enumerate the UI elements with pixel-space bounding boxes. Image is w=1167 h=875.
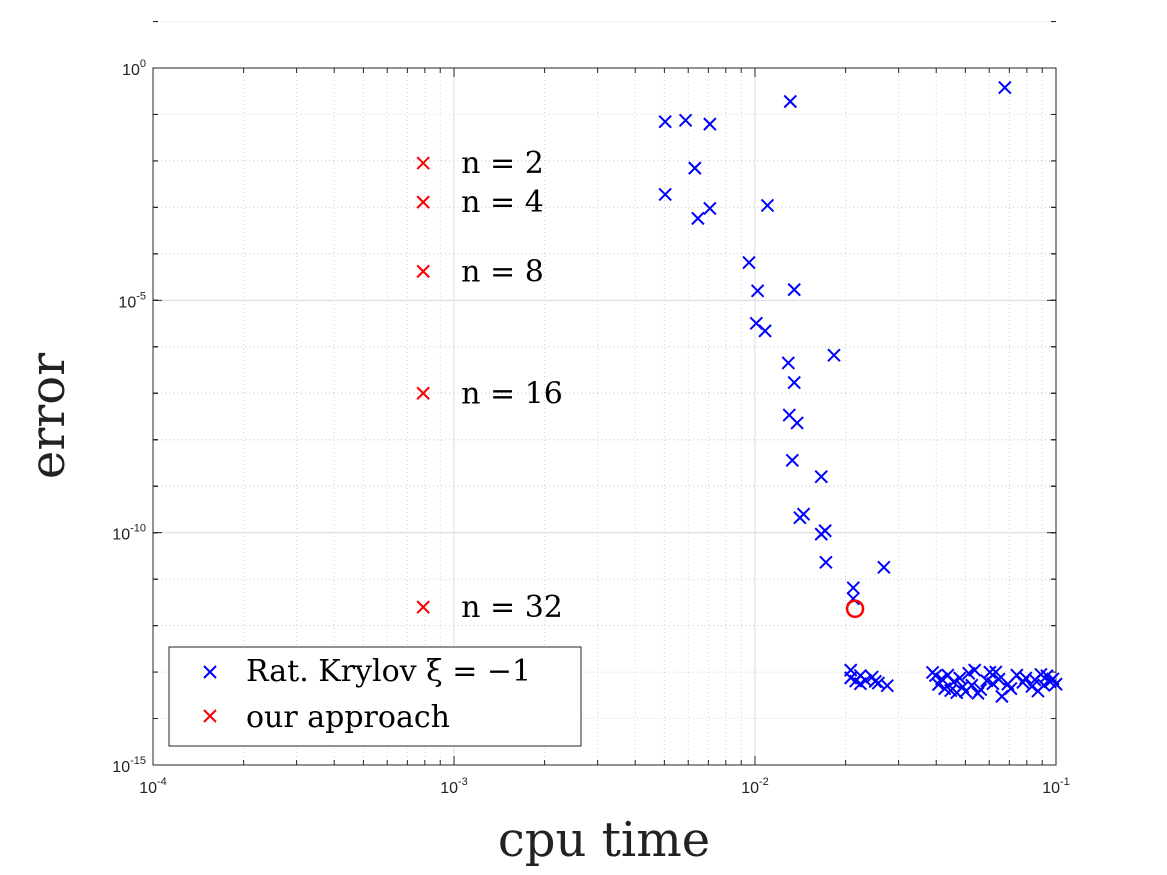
our-approach-label: n = 16 xyxy=(461,376,563,411)
tick-marks xyxy=(152,21,1057,766)
rat-krylov-point xyxy=(953,671,967,685)
rat-krylov-point xyxy=(760,198,775,213)
rat-krylov-point xyxy=(877,560,891,574)
legend: Rat. Krylov ξ = −1 our approach xyxy=(168,646,582,747)
rat-krylov-point xyxy=(818,524,832,538)
our-approach-point xyxy=(416,156,430,170)
our-approach-point xyxy=(416,600,430,614)
y-tick-labels: 100 10-5 10-10 10-15 xyxy=(112,58,146,776)
our-approach-label: n = 2 xyxy=(461,146,544,181)
rat-krylov-point xyxy=(790,416,804,430)
rat-krylov-point xyxy=(703,117,717,131)
rat-krylov-point xyxy=(796,507,811,521)
x-tick-label: 10-3 xyxy=(440,776,468,797)
our-approach-point xyxy=(416,195,430,209)
rat-krylov-point xyxy=(946,675,961,689)
rat-krylov-point xyxy=(928,668,943,683)
rat-krylov-point xyxy=(814,470,828,484)
x-tick-label: 10-1 xyxy=(1042,776,1070,797)
legend-box xyxy=(168,646,582,747)
highlight-circle xyxy=(845,599,865,619)
rat-krylov-point xyxy=(968,663,982,677)
y-axis-title: error xyxy=(20,353,76,479)
rat-krylov-point xyxy=(742,255,756,270)
rat-krylov-point xyxy=(846,581,860,595)
rat-krylov-point xyxy=(750,284,765,298)
rat-krylov-point xyxy=(787,282,801,297)
rat-krylov-point xyxy=(703,201,717,216)
rat-krylov-point xyxy=(678,113,693,127)
rat-krylov-point xyxy=(1049,677,1063,691)
rat-krylov-point xyxy=(998,80,1012,95)
rat-krylov-point xyxy=(688,161,702,175)
our-approach-point xyxy=(416,386,430,400)
rat-krylov-point xyxy=(783,94,798,109)
our-approach-point xyxy=(416,264,430,279)
our-approach-label: n = 32 xyxy=(461,590,563,625)
x-tick-labels: 10-4 10-3 10-2 10-1 xyxy=(139,776,1070,797)
rat-krylov-point xyxy=(1004,681,1018,696)
rat-krylov-point xyxy=(781,356,795,370)
rat-krylov-point xyxy=(983,665,997,679)
series-annotations: n = 2 n = 4 n = 8 n = 16 n = 32 xyxy=(461,146,563,625)
rat-krylov-point xyxy=(1037,678,1051,692)
rat-krylov-point xyxy=(992,672,1006,686)
legend-marker-rat-krylov xyxy=(203,665,217,679)
legend-marker-our-approach xyxy=(203,709,217,723)
our-approach-label: n = 4 xyxy=(461,185,544,220)
rat-krylov-point xyxy=(758,324,772,338)
rat-krylov-point xyxy=(785,453,799,468)
legend-label-our-approach: our approach xyxy=(246,700,450,735)
data-marks xyxy=(416,80,1063,704)
rat-krylov-point xyxy=(989,665,1003,679)
rat-krylov-point xyxy=(819,555,833,570)
rat-krylov-point xyxy=(986,677,1000,691)
y-tick-label: 10-5 xyxy=(118,290,146,311)
legend-label-rat-krylov: Rat. Krylov ξ = −1 xyxy=(246,654,531,689)
y-tick-label: 10-10 xyxy=(112,523,146,544)
rat-krylov-point xyxy=(787,375,801,390)
legend-markers xyxy=(203,665,217,723)
rat-krylov-point xyxy=(880,678,894,693)
rat-krylov-point xyxy=(691,211,705,226)
rat-krylov-point xyxy=(868,674,883,689)
x-axis-title: cpu time xyxy=(498,812,710,868)
axes-box xyxy=(152,67,1057,766)
rat-krylov-point xyxy=(871,676,886,690)
y-tick-label: 10-15 xyxy=(112,755,146,776)
our-approach-label: n = 8 xyxy=(461,254,544,289)
x-tick-label: 10-2 xyxy=(741,776,769,797)
y-tick-label: 100 xyxy=(122,58,146,79)
rat-krylov-point xyxy=(973,682,988,697)
rat-krylov-point xyxy=(658,114,672,129)
x-tick-label: 10-4 xyxy=(139,776,167,797)
rat-krylov-point xyxy=(934,672,949,686)
rat-krylov-point xyxy=(965,678,979,692)
rat-krylov-point xyxy=(658,187,672,202)
rat-krylov-point xyxy=(827,348,841,362)
